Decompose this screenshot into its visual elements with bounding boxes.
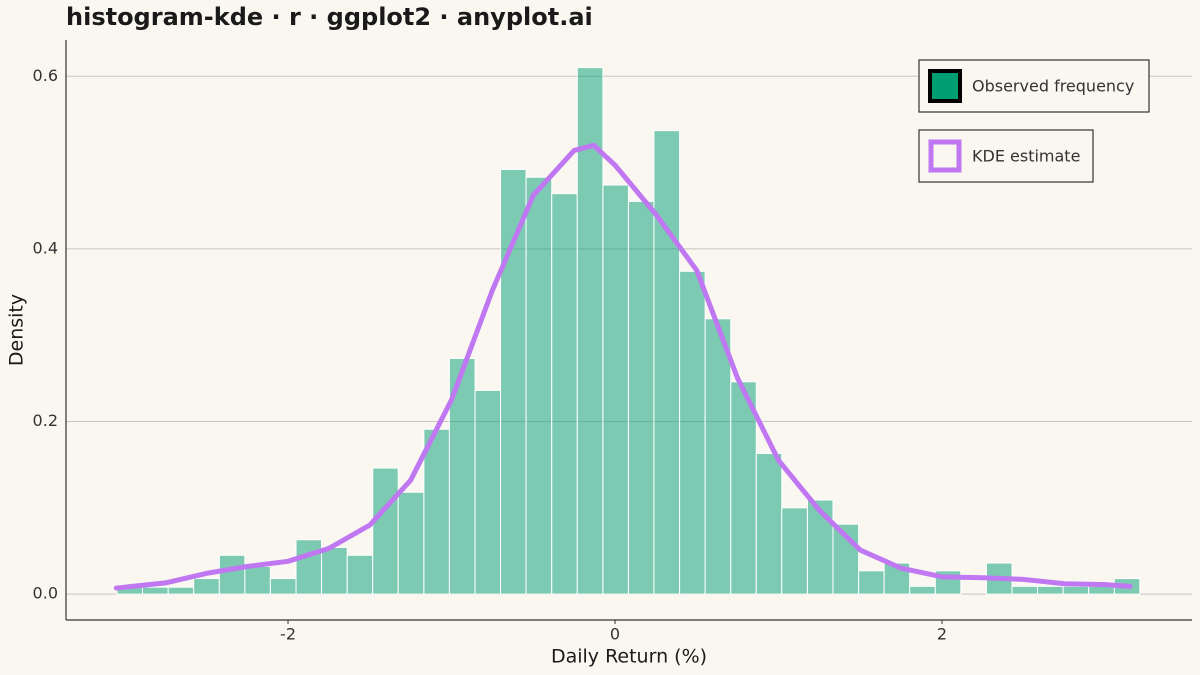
histogram-bar bbox=[474, 389, 502, 595]
histogram-bar bbox=[295, 539, 323, 595]
histogram-bar bbox=[653, 130, 681, 595]
histogram-bar bbox=[142, 586, 169, 595]
histogram-bar bbox=[346, 554, 374, 595]
histogram-bar bbox=[551, 193, 578, 595]
y-tick-label: 0.0 bbox=[33, 584, 58, 603]
histogram-bar bbox=[704, 318, 732, 595]
histogram-bar bbox=[576, 67, 604, 595]
histogram-bar bbox=[372, 467, 399, 595]
histogram-bar bbox=[525, 176, 553, 595]
histogram-bar bbox=[1088, 585, 1115, 595]
histogram-bar bbox=[806, 499, 834, 595]
y-tick-label: 0.6 bbox=[33, 66, 58, 85]
histogram-bar bbox=[244, 565, 271, 595]
histogram-bar bbox=[423, 428, 450, 595]
histogram-bar bbox=[909, 585, 936, 595]
x-tick-label: 0 bbox=[610, 625, 620, 644]
histogram-bar bbox=[1062, 585, 1090, 595]
y-tick-label: 0.4 bbox=[33, 238, 58, 257]
legend-label: Observed frequency bbox=[972, 77, 1134, 96]
x-axis-label: Daily Return (%) bbox=[551, 646, 707, 668]
histogram-bar bbox=[397, 491, 425, 595]
histogram-bar bbox=[218, 554, 246, 595]
kde-line bbox=[113, 142, 1133, 591]
histogram-bar bbox=[167, 586, 195, 595]
histogram-bar bbox=[321, 547, 348, 595]
y-axis-label: Density bbox=[6, 294, 28, 366]
legend-label: KDE estimate bbox=[972, 147, 1080, 166]
histogram-bar bbox=[755, 452, 783, 595]
histogram-bar bbox=[679, 270, 706, 595]
histogram-bar bbox=[781, 507, 808, 595]
histogram-bar bbox=[193, 578, 220, 595]
histogram-bar bbox=[858, 570, 885, 595]
legend-key bbox=[928, 69, 962, 103]
histogram-bar bbox=[627, 200, 655, 595]
y-tick-label: 0.2 bbox=[33, 411, 58, 430]
histogram-bar bbox=[730, 381, 757, 595]
chart-title: histogram-kde · r · ggplot2 · anyplot.ai bbox=[66, 3, 593, 31]
legend-key bbox=[928, 139, 962, 173]
x-tick-label: -2 bbox=[280, 625, 296, 644]
x-tick-label: 2 bbox=[937, 625, 947, 644]
histogram-bar bbox=[269, 578, 297, 595]
histogram-bar bbox=[1036, 585, 1064, 595]
histogram-bar bbox=[500, 168, 527, 595]
histogram-bar bbox=[602, 184, 629, 595]
legend-box bbox=[918, 129, 1094, 183]
histogram-bar bbox=[1011, 585, 1038, 595]
